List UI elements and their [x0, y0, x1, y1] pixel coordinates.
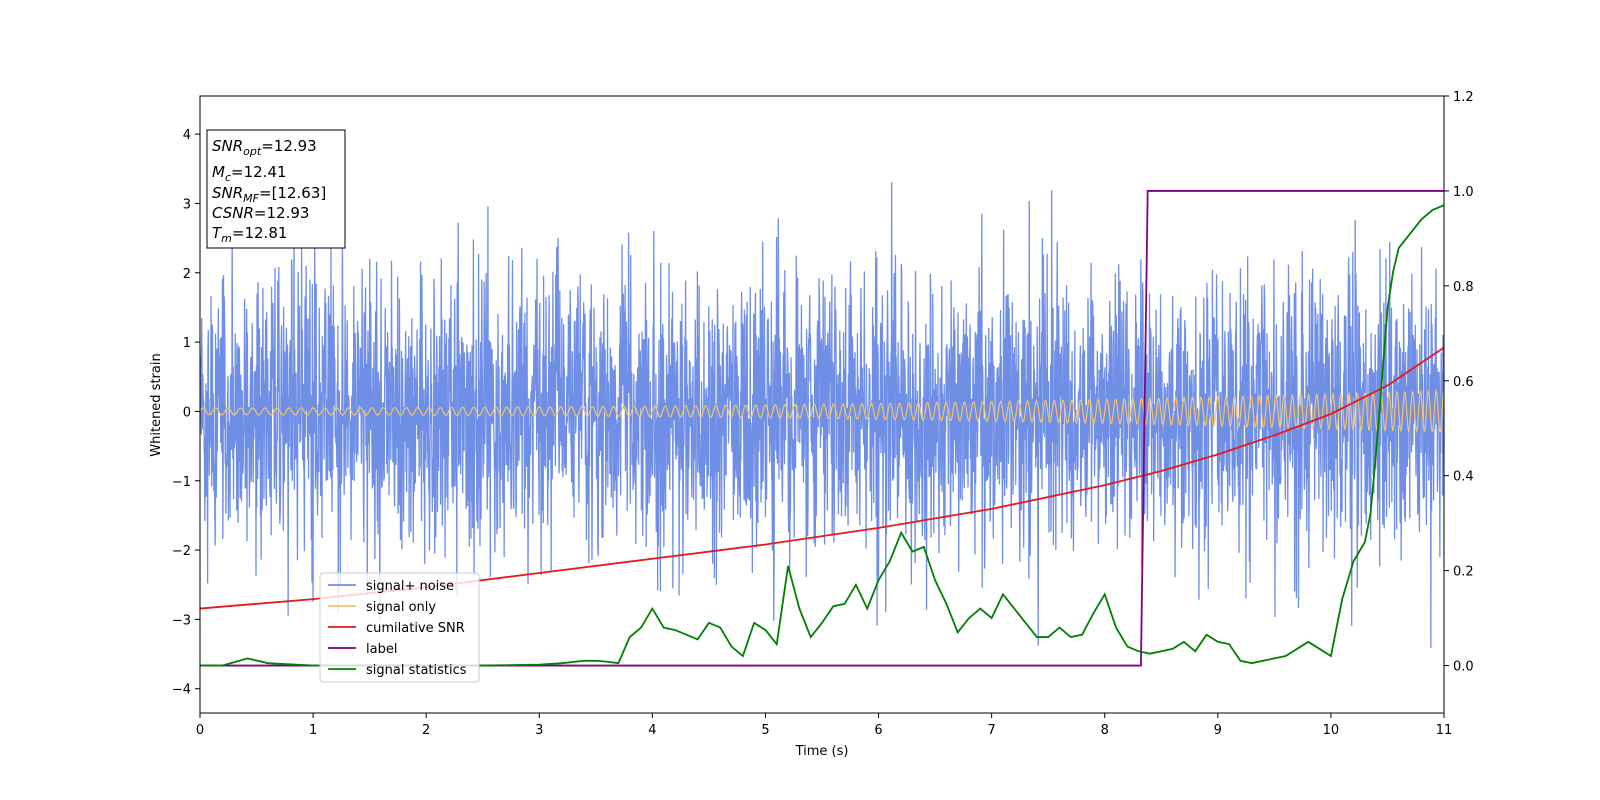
series-signal-only-line	[200, 388, 1444, 434]
y-tick-label: −3	[172, 613, 191, 628]
x-tick-label: 9	[1214, 723, 1222, 738]
stat-snr-mf: SNRMF=[12.63]	[212, 184, 326, 205]
x-axis: 0 1 2 3 4 5 6 7 8 9 10 11	[196, 713, 1452, 738]
legend-label-label: label	[366, 642, 397, 657]
stat-snr-opt: SNRopt=12.93	[212, 137, 317, 158]
stat-mc: Mc=12.41	[212, 163, 287, 184]
x-tick-label: 5	[761, 723, 769, 738]
y-tick-label: −4	[172, 683, 191, 698]
legend: signal+ noise signal only cumilative SNR…	[319, 572, 480, 683]
y-tick-label: −2	[172, 544, 191, 559]
stat-tm: Tm=12.81	[212, 224, 287, 245]
stat-csnr: CSNR=12.93	[212, 204, 309, 222]
y2-tick-label: 0.4	[1453, 470, 1474, 485]
y2-tick-label: 0.6	[1453, 375, 1474, 390]
x-tick-label: 0	[196, 723, 204, 738]
stats-box: SNRopt=12.93 Mc=12.41 SNRMF=[12.63] CSNR…	[206, 129, 346, 249]
y2-tick-label: 1.0	[1453, 185, 1474, 200]
y-tick-label: 2	[183, 267, 191, 282]
series-label-line	[200, 190, 1444, 667]
x-tick-label: 6	[874, 723, 882, 738]
legend-label-signal-only: signal only	[366, 600, 436, 615]
y-tick-label: −1	[172, 475, 191, 490]
x-tick-label: 1	[309, 723, 317, 738]
y-axis-left: −4 −3 −2 −1 0 1 2 3 4	[172, 128, 200, 698]
y2-tick-label: 1.2	[1453, 90, 1474, 105]
x-tick-label: 3	[535, 723, 543, 738]
y2-tick-label: 0.8	[1453, 280, 1474, 295]
y-tick-label: 1	[183, 336, 191, 351]
plot-frame	[199, 95, 1445, 714]
legend-label-cumulative-snr: cumilative SNR	[366, 621, 465, 636]
x-tick-label: 4	[648, 723, 656, 738]
legend-label-signal-noise: signal+ noise	[366, 579, 454, 594]
x-tick-label: 7	[987, 723, 995, 738]
y-tick-label: 4	[183, 128, 191, 143]
y-tick-label: 3	[183, 197, 191, 212]
legend-label-signal-statistics: signal statistics	[366, 663, 467, 678]
x-tick-label: 8	[1101, 723, 1109, 738]
y2-tick-label: 0.0	[1453, 660, 1474, 675]
y-tick-label: 0	[183, 405, 191, 420]
series-signal-statistics-line	[200, 204, 1444, 667]
x-tick-label: 2	[422, 723, 430, 738]
y2-tick-label: 0.2	[1453, 565, 1474, 580]
y-axis-right: 0.0 0.2 0.4 0.6 0.8 1.0 1.2	[1444, 90, 1474, 675]
x-tick-label: 10	[1323, 723, 1340, 738]
x-tick-label: 11	[1436, 723, 1453, 738]
x-axis-title: Time (s)	[795, 744, 849, 759]
y-axis-title: Whitened strain	[149, 353, 164, 456]
